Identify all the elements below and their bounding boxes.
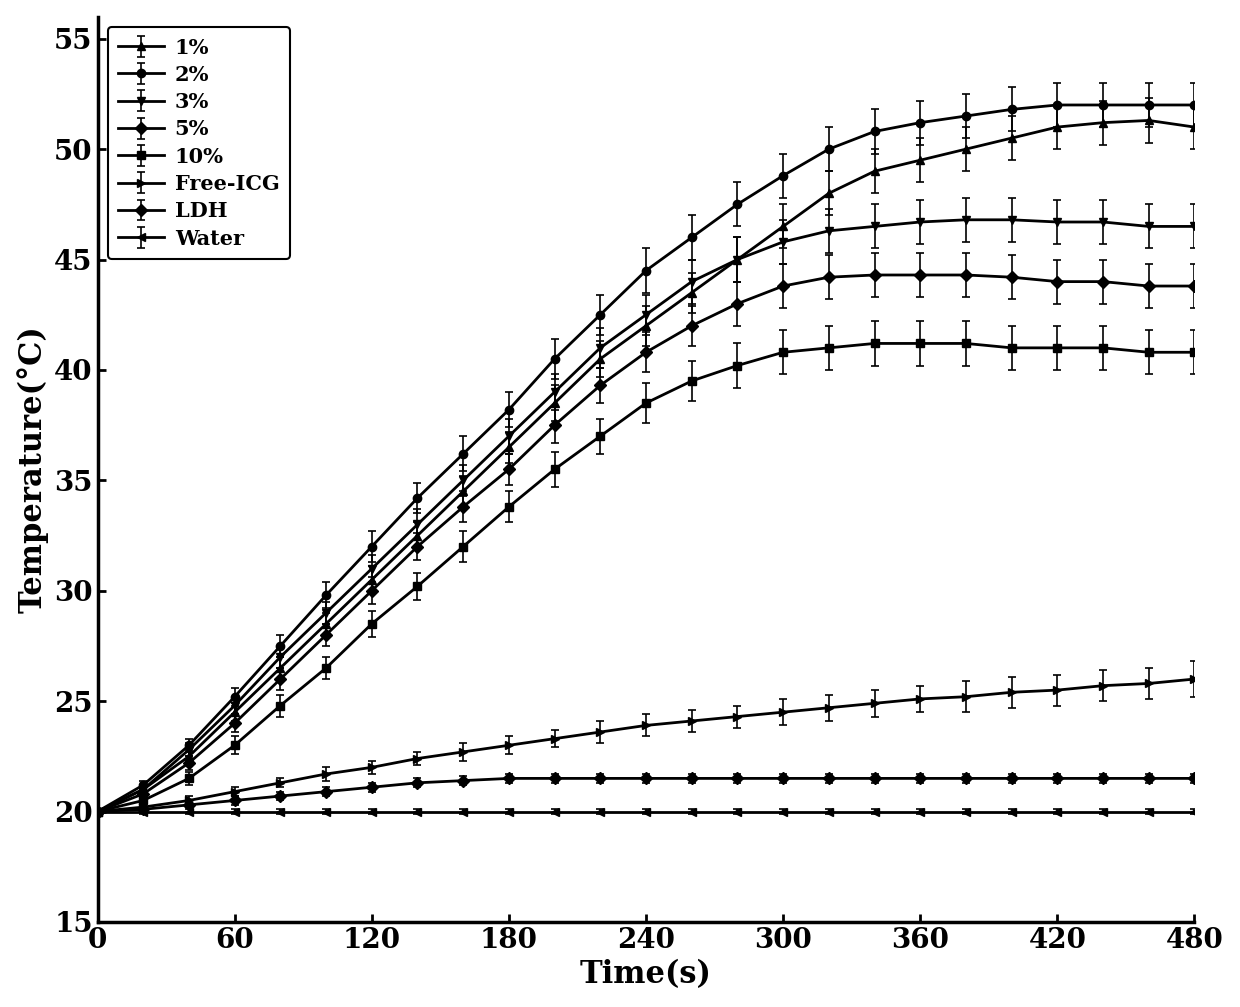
X-axis label: Time(s): Time(s) [580, 960, 712, 990]
Legend: 1%, 2%, 3%, 5%, 10%, Free-ICG, LDH, Water: 1%, 2%, 3%, 5%, 10%, Free-ICG, LDH, Wate… [108, 27, 290, 259]
Y-axis label: Temperature(°C): Temperature(°C) [16, 325, 48, 613]
